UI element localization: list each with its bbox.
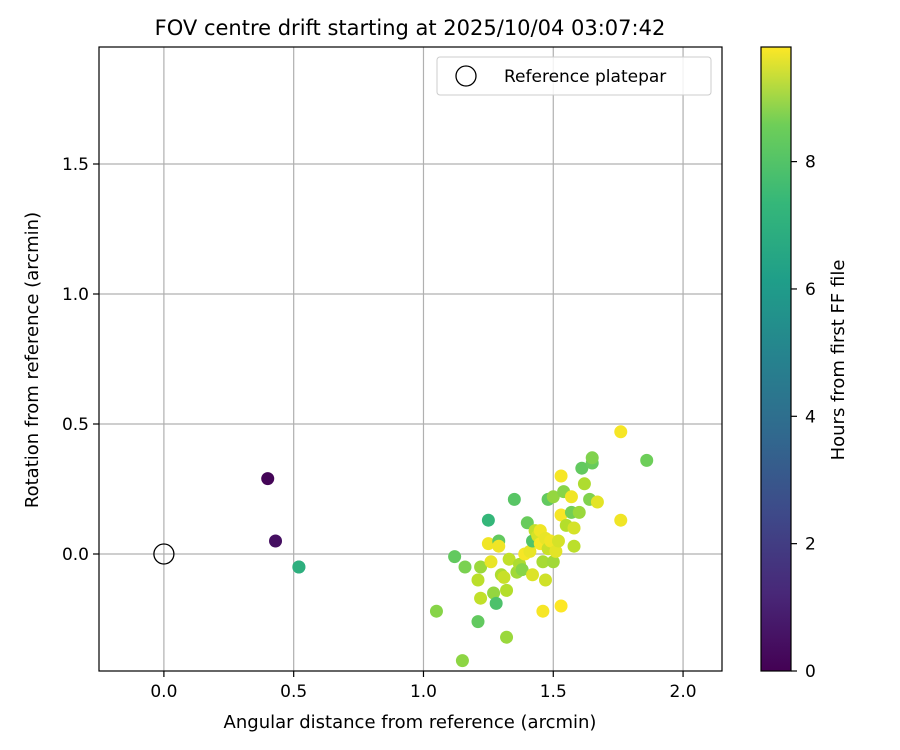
colorbar-label: Hours from first FF file — [828, 260, 849, 461]
colorbar-tick-label: 4 — [805, 407, 816, 427]
grid-lines — [99, 47, 722, 671]
scatter-point — [554, 469, 568, 483]
x-axis-label: Angular distance from reference (arcmin) — [224, 712, 597, 733]
x-tick-label: 1.0 — [410, 682, 437, 702]
scatter-point — [515, 563, 529, 577]
y-axis-label: Rotation from reference (arcmin) — [22, 212, 43, 508]
axis-ticks: 0.0 0.5 1.0 1.5 2.0 0.0 0.5 1.0 1.5 — [62, 155, 697, 702]
colorbar-ticks: 0 2 4 6 8 — [791, 153, 816, 682]
y-tick-label: 1.0 — [62, 285, 89, 305]
colorbar-tick-label: 0 — [805, 662, 816, 682]
colorbar-tick-label: 8 — [805, 153, 816, 173]
scatter-point — [546, 555, 560, 569]
scatter-point — [429, 604, 443, 618]
scatter-point — [590, 495, 604, 509]
scatter-point — [538, 573, 552, 587]
scatter-point — [572, 505, 586, 519]
scatter-point — [292, 560, 306, 574]
scatter-point — [640, 453, 654, 467]
x-tick-label: 0.5 — [280, 682, 307, 702]
scatter-point — [500, 630, 514, 644]
legend-box — [436, 56, 712, 96]
scatter-point — [575, 461, 589, 475]
scatter-point — [554, 599, 568, 613]
scatter-point — [497, 570, 511, 584]
scatter-point — [567, 539, 581, 553]
scatter-point — [448, 550, 462, 564]
scatter-point — [585, 451, 599, 465]
scatter-point — [554, 508, 568, 522]
scatter-point — [481, 513, 495, 527]
scatter-point — [261, 472, 275, 486]
scatter-point — [471, 573, 485, 587]
x-tick-label: 2.0 — [670, 682, 697, 702]
scatter-point — [502, 552, 516, 566]
scatter-point — [614, 425, 628, 439]
colorbar-tick-label: 2 — [805, 535, 816, 555]
legend: Reference platepar — [436, 56, 712, 96]
reference-marker — [153, 543, 175, 565]
scatter-point — [507, 492, 521, 506]
scatter-point — [484, 555, 498, 569]
scatter-point — [474, 560, 488, 574]
y-tick-label: 0.5 — [62, 415, 89, 435]
x-tick-label: 0.0 — [150, 682, 177, 702]
scatter-point — [458, 560, 472, 574]
colorbar: 0 2 4 6 8 Hours from first FF file — [760, 46, 849, 682]
scatter-point — [567, 521, 581, 535]
scatter-point — [492, 539, 506, 553]
scatter-point — [536, 604, 550, 618]
y-tick-label: 1.5 — [62, 155, 89, 175]
scatter-point — [526, 568, 540, 582]
scatter-point — [536, 555, 550, 569]
scatter-point — [614, 513, 628, 527]
scatter-point — [269, 534, 283, 548]
x-tick-label: 1.5 — [540, 682, 567, 702]
scatter-point — [546, 490, 560, 504]
scatter-point — [474, 591, 488, 605]
colorbar-gradient — [760, 46, 792, 672]
scatter-point — [481, 537, 495, 551]
scatter-point — [487, 586, 501, 600]
colorbar-tick-label: 6 — [805, 280, 816, 300]
scatter-point — [471, 615, 485, 629]
scatter-point — [549, 544, 563, 558]
scatter-point — [523, 544, 537, 558]
scatter-point — [489, 596, 503, 610]
scatter-point — [564, 490, 578, 504]
scatter-point — [551, 534, 565, 548]
y-tick-label: 0.0 — [62, 545, 89, 565]
data-points — [153, 425, 654, 668]
plot-area-frame — [98, 46, 723, 672]
scatter-point — [577, 477, 591, 491]
legend-marker-reference — [455, 65, 477, 87]
scatter-point — [455, 654, 469, 668]
legend-label-reference: Reference platepar — [504, 67, 666, 87]
scatter-point — [500, 583, 514, 597]
chart-title: FOV centre drift starting at 2025/10/04 … — [155, 16, 666, 40]
